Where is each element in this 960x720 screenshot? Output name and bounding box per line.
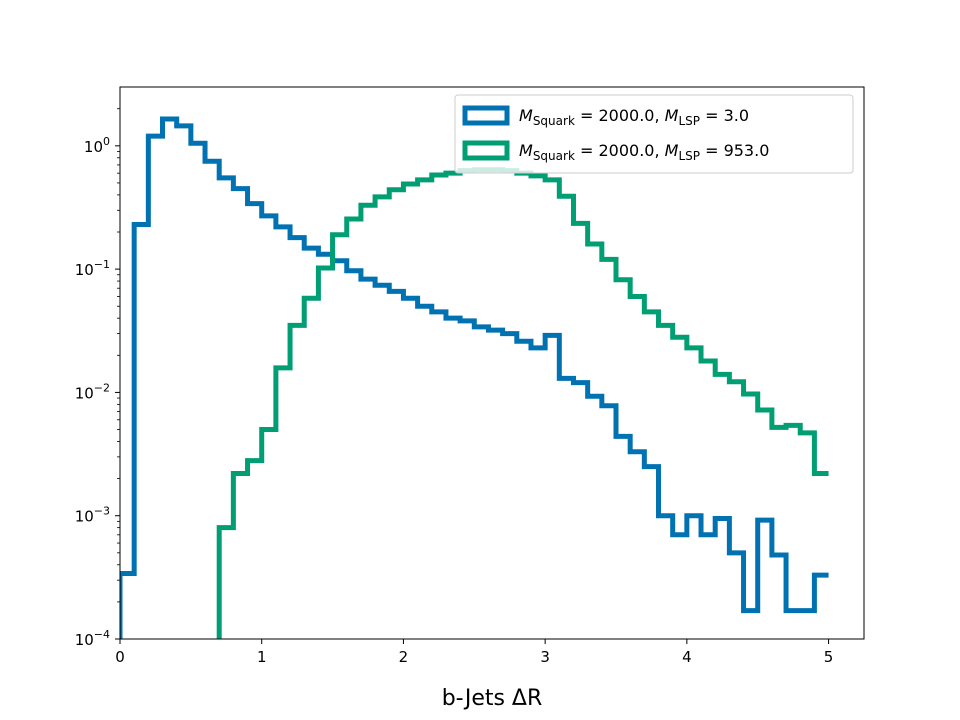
legend-label: MSquark = 2000.0, MLSP = 3.0 (519, 106, 749, 128)
legend-swatch (462, 105, 510, 126)
x-tick-label: 1 (257, 648, 267, 666)
x-tick-label: 2 (399, 648, 409, 666)
y-tick-label: 10−3 (75, 505, 110, 526)
y-tick-label: 10−1 (75, 258, 110, 279)
axes: 0 1 2 3 4 5 10−4 10−3 10−2 10−1 100 (75, 86, 865, 666)
legend-label: MSquark = 2000.0, MLSP = 953.0 (519, 141, 769, 163)
x-tick-label: 4 (682, 648, 692, 666)
x-axis-title: b-Jets ΔR (442, 686, 543, 711)
x-tick-label: 0 (115, 648, 125, 666)
x-tick-label: 5 (824, 648, 834, 666)
legend-swatch (462, 140, 510, 161)
y-tick-label: 10−4 (75, 628, 110, 649)
series-line-1 (120, 116, 829, 639)
x-tick-label: 3 (540, 648, 550, 666)
y-tick-label: 10−2 (75, 381, 110, 402)
y-tick-label: 100 (84, 135, 110, 156)
legend: MSquark = 2000.0, MLSP = 3.0 MSquark = 20… (454, 94, 854, 174)
legend-box (454, 94, 854, 174)
axes-frame (119, 86, 865, 640)
